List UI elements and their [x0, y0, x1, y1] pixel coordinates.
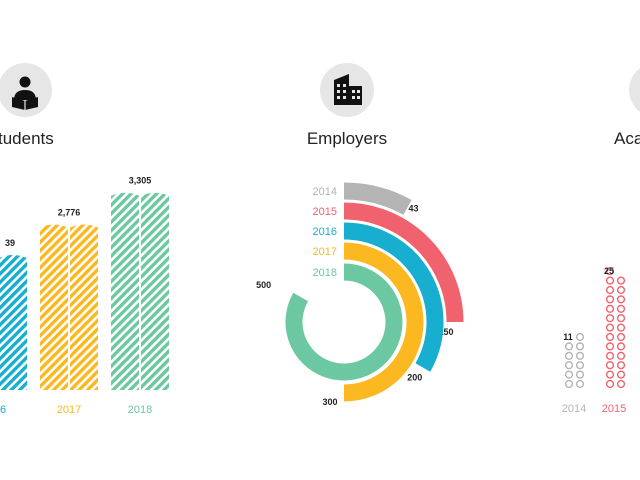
academics-dot-2015 — [616, 276, 626, 285]
academics-title: Aca — [614, 129, 640, 148]
academics-dot-2015 — [616, 351, 626, 360]
employers-radial: 2014 43 2015 150 2016 200 2017 300 2018 500 — [256, 182, 464, 407]
academics-dot-2015 — [616, 379, 626, 389]
employers-title: Employers — [307, 129, 387, 148]
employers-arc-2018 — [285, 263, 403, 381]
students-title: tudents — [0, 129, 54, 148]
academics-dot-2015 — [605, 370, 615, 379]
academics-dot-2014 — [564, 361, 574, 370]
employers-year-label: 2015 — [313, 206, 337, 218]
academics-dot-2014 — [575, 361, 585, 370]
academics-dot-2014 — [575, 351, 585, 360]
students-bar-2018-left — [111, 192, 139, 390]
students-category-label: 2018 — [128, 404, 152, 416]
academics-dot-2015 — [605, 351, 615, 360]
academics-dot-2015 — [616, 342, 626, 351]
employers-arc-2016 — [343, 222, 444, 372]
academics-dot-2014 — [564, 379, 574, 389]
employers-year-label: 2017 — [313, 246, 337, 258]
students-bars: 39 16 2,776 2017 3,305 2018 — [0, 176, 169, 416]
academics-dot-2014 — [564, 351, 574, 360]
academics-dot-2015 — [605, 285, 615, 295]
academics-category-label: 2014 — [562, 403, 586, 415]
academics-dot-2015 — [616, 370, 626, 379]
students-value-label: 2,776 — [58, 207, 81, 217]
students-value-label: 3,305 — [129, 176, 152, 186]
employers-value-label: 43 — [409, 203, 419, 213]
academics-dot-2014 — [575, 379, 585, 389]
academics-dot-2015 — [605, 314, 615, 323]
employers-year-label: 2016 — [313, 226, 337, 238]
employers-year-label: 2018 — [313, 267, 337, 279]
academics-dot-2015 — [605, 332, 615, 342]
academics-dot-2015 — [605, 342, 615, 351]
employers-value-label: 300 — [322, 397, 337, 407]
academics-dot-2015 — [616, 361, 626, 370]
academics-dot-2014 — [564, 370, 574, 379]
employers-value-label: 150 — [438, 327, 453, 337]
academics-section: Aca 11 2014 25 2015 — [562, 68, 640, 415]
academics-dot-2015 — [605, 304, 615, 313]
employers-value-label: 500 — [256, 280, 271, 290]
academics-dot-2015 — [616, 304, 626, 313]
academics-dot-2015 — [605, 295, 615, 304]
students-value-label: 39 — [5, 238, 15, 248]
employers-year-label: 2014 — [313, 186, 337, 198]
academics-dot-2014 — [575, 370, 585, 379]
employers-arc-2017 — [343, 242, 424, 402]
academics-icon-bg — [629, 68, 640, 112]
academics-pictograph: 11 2014 25 2015 — [562, 266, 626, 415]
building-icon — [334, 74, 362, 105]
academics-dot-2014 — [575, 332, 585, 342]
students-section: tudents 39 16 2,776 2017 3,305 2018 — [0, 63, 169, 416]
academics-value-label: 11 — [563, 332, 573, 342]
employers-arc-2015 — [343, 202, 464, 323]
students-bar-16-right — [0, 255, 27, 390]
employers-value-label: 200 — [407, 373, 422, 383]
academics-dot-2015 — [605, 323, 615, 332]
academics-dot-2015 — [616, 295, 626, 304]
academics-dot-2015 — [605, 276, 615, 285]
academics-dot-2014 — [575, 342, 585, 351]
students-bar-2017-left — [40, 224, 68, 390]
academics-value-label: 25 — [604, 266, 614, 276]
employers-section: Employers 201443201515020162002017300201… — [256, 63, 464, 407]
academics-category-label: 2015 — [602, 403, 626, 415]
academics-dot-2015 — [605, 379, 615, 389]
reader-icon — [12, 76, 38, 110]
academics-dot-2015 — [616, 332, 626, 342]
academics-dot-2015 — [605, 361, 615, 370]
academics-dot-2015 — [616, 314, 626, 323]
employers-arc-2014 — [343, 182, 412, 215]
academics-dot-2014 — [564, 342, 574, 351]
academics-dot-2015 — [616, 323, 626, 332]
academics-dot-2015 — [616, 285, 626, 295]
students-bar-2018-right — [141, 192, 169, 390]
students-category-label: 2017 — [57, 404, 81, 416]
academics-dot-2015 — [605, 267, 615, 276]
students-category-label: 16 — [0, 404, 6, 416]
students-bar-2017-right — [70, 224, 98, 390]
